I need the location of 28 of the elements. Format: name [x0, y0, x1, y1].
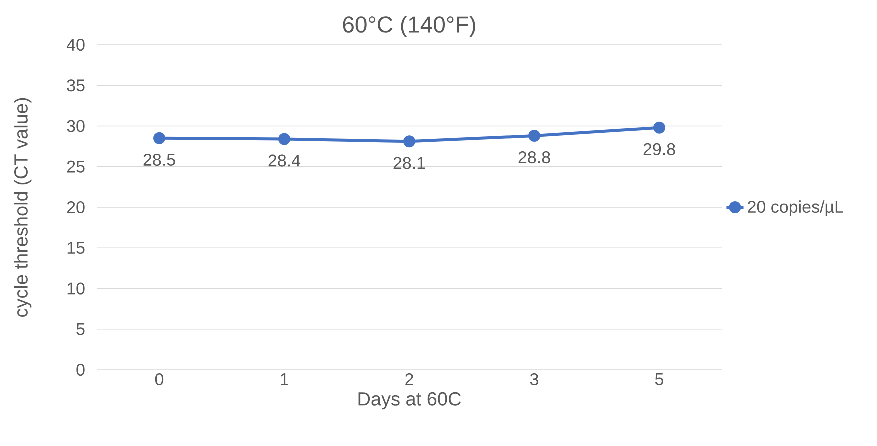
y-tick-label: 40: [66, 38, 85, 52]
x-tick-label: 5: [655, 374, 664, 386]
y-tick-label: 35: [67, 80, 85, 92]
data-label: 28.4: [268, 154, 301, 167]
x-axis-title: Days at 60C: [358, 392, 462, 410]
legend-label: 20 copies/µL: [748, 200, 844, 216]
chart-title: 60°C (140°F): [343, 16, 476, 38]
y-tick-label: 30: [67, 120, 85, 132]
x-tick-label: 2: [406, 374, 414, 386]
point: [404, 136, 416, 148]
x-tick-label: 3: [530, 374, 538, 386]
data-label: 28.1: [394, 157, 426, 170]
point: [278, 133, 291, 146]
y-tick-label: 0: [76, 364, 85, 376]
x-tick-label: 0: [155, 374, 164, 386]
y-tick-label: 10: [68, 282, 85, 295]
x-tick-label: 1: [281, 374, 288, 386]
y-tick-label: 25: [67, 160, 85, 173]
data-label: 28.8: [518, 152, 550, 164]
point: [654, 122, 666, 134]
data-label: 28.5: [144, 154, 176, 166]
data-label: 29.8: [644, 143, 676, 156]
y-tick-label: 20: [67, 201, 85, 214]
point: [154, 132, 166, 144]
y-tick-label: 5: [76, 323, 85, 336]
y-tick-label: 15: [68, 242, 85, 254]
y-axis-title: cycle threshold (CT value): [14, 98, 32, 318]
point: [528, 130, 541, 142]
